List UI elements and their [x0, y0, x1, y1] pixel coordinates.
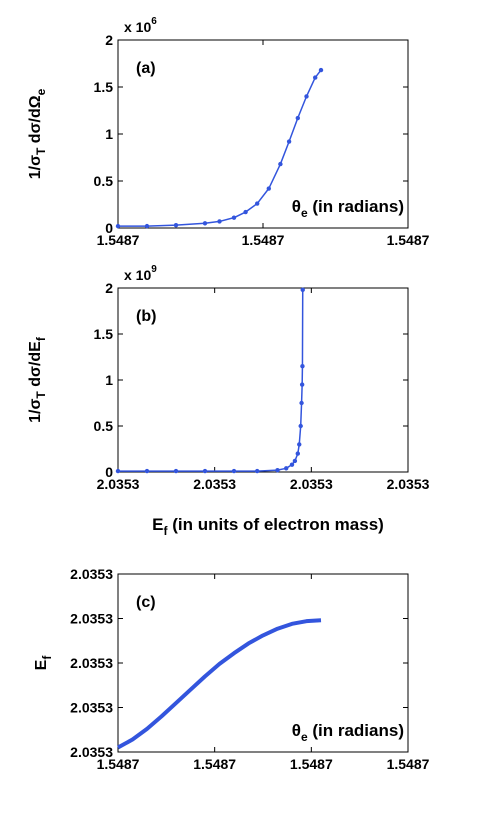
data-point: [284, 466, 289, 471]
x-tick-label: 1.5487: [387, 756, 430, 772]
series-line: [117, 618, 322, 750]
panel-annotation: (b): [136, 308, 156, 325]
panel-b: [115, 287, 409, 474]
data-point: [313, 75, 318, 80]
data-point: [300, 364, 305, 369]
x-tick-label: 2.0353: [193, 476, 236, 492]
data-point: [115, 223, 121, 229]
y-tick-label: 0.5: [94, 173, 114, 189]
data-point: [318, 67, 324, 73]
data-point: [144, 223, 150, 229]
data-point: [144, 468, 150, 474]
y-tick-label: 0.5: [94, 418, 114, 434]
data-point: [266, 186, 271, 191]
x-tick-label: 2.0353: [290, 476, 333, 492]
x-tick-label: 1.5487: [97, 756, 140, 772]
exponent-label: x 109: [124, 264, 157, 283]
y-axis-label: 1/σT dσ/dEf: [27, 336, 48, 423]
data-point: [231, 468, 237, 474]
x-tick-label: 2.0353: [97, 476, 140, 492]
data-point: [299, 400, 304, 406]
exponent-label: x 106: [124, 16, 157, 35]
x-tick-label: 1.5487: [387, 232, 430, 248]
data-point: [173, 468, 179, 474]
data-point: [275, 467, 280, 473]
data-point: [295, 451, 300, 456]
y-axis-label: Ef: [33, 655, 54, 671]
data-point: [231, 215, 237, 220]
data-point: [278, 161, 283, 167]
panel-annotation: (a): [136, 60, 156, 77]
data-point: [304, 94, 309, 99]
x-tick-label: 1.5487: [193, 756, 236, 772]
y-tick-label: 2.0353: [70, 700, 113, 716]
plot-frame: [117, 287, 409, 473]
data-point: [202, 221, 208, 226]
panel-annotation: (c): [136, 594, 156, 611]
y-tick-label: 1: [105, 126, 113, 142]
y-tick-label: 2: [105, 280, 113, 296]
y-tick-label: 1: [105, 372, 113, 388]
panel-c: [117, 573, 409, 753]
data-point: [255, 468, 260, 474]
y-tick-label: 2.0353: [70, 744, 113, 760]
data-point: [298, 423, 303, 429]
y-tick-label: 2: [105, 32, 113, 48]
data-point: [115, 468, 121, 474]
x-tick-label: 2.0353: [387, 476, 430, 492]
series-line: [118, 69, 322, 227]
data-point: [289, 462, 295, 467]
data-point: [299, 382, 305, 387]
x-axis-label: Ef (in units of electron mass): [152, 515, 384, 538]
x-tick-label: 1.5487: [242, 232, 285, 248]
data-point: [292, 458, 298, 464]
data-point: [255, 201, 260, 206]
data-point: [297, 442, 302, 447]
panel-a: [115, 39, 409, 229]
x-axis-label: θe (in radians): [292, 721, 404, 744]
y-tick-label: 1.5: [94, 326, 114, 342]
data-point: [286, 139, 292, 144]
y-tick-label: 0: [105, 220, 113, 236]
x-tick-label: 1.5487: [97, 232, 140, 248]
data-point: [243, 209, 248, 215]
x-axis-label: θe (in radians): [292, 197, 404, 220]
y-tick-label: 2.0353: [70, 611, 113, 627]
y-tick-label: 1.5: [94, 79, 114, 95]
x-tick-label: 1.5487: [290, 756, 333, 772]
y-tick-label: 2.0353: [70, 566, 113, 582]
y-tick-label: 2.0353: [70, 655, 113, 671]
data-point: [173, 222, 179, 228]
data-point: [300, 287, 305, 293]
y-axis-label: 1/σT dσ/dΩe: [27, 88, 48, 179]
data-point: [202, 468, 208, 474]
y-tick-label: 0: [105, 464, 113, 480]
data-point: [217, 219, 222, 224]
data-point: [295, 115, 300, 121]
